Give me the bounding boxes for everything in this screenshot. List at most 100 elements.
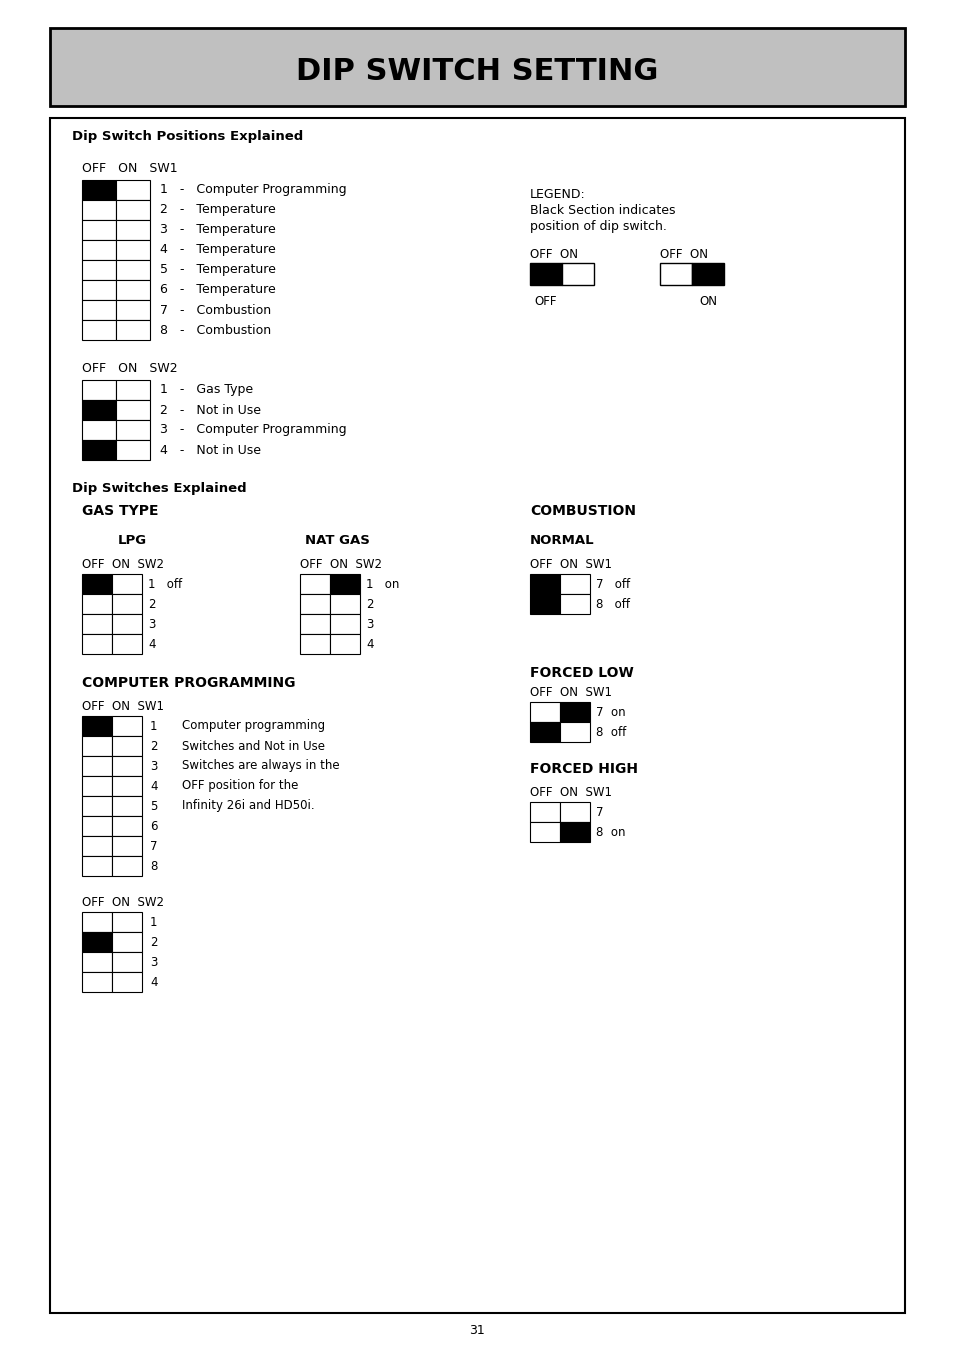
Bar (116, 200, 150, 220)
Text: 7   off: 7 off (596, 577, 630, 590)
Bar (112, 716, 142, 736)
Text: ON: ON (699, 295, 717, 308)
Text: COMBUSTION: COMBUSTION (530, 504, 636, 517)
Bar (82, 440, 116, 459)
Bar (112, 952, 142, 971)
Text: OFF  ON: OFF ON (530, 249, 578, 261)
Text: OFF  ON  SW1: OFF ON SW1 (82, 700, 164, 713)
Bar (82, 757, 112, 775)
Text: 1: 1 (150, 720, 157, 732)
Bar (82, 180, 116, 200)
Text: OFF   ON   SW1: OFF ON SW1 (82, 162, 177, 176)
Bar (116, 220, 150, 240)
Text: Dip Switch Positions Explained: Dip Switch Positions Explained (71, 130, 303, 143)
Text: FORCED LOW: FORCED LOW (530, 666, 633, 680)
Bar (330, 634, 359, 654)
Bar (82, 736, 112, 757)
Text: 31: 31 (469, 1324, 484, 1336)
Bar (112, 736, 142, 757)
Bar (116, 240, 150, 259)
Bar (50, 28, 904, 105)
Text: LPG: LPG (118, 534, 147, 547)
Text: 2: 2 (150, 739, 157, 753)
Bar (116, 280, 150, 300)
Bar (112, 775, 142, 796)
Text: 2   -   Temperature: 2 - Temperature (160, 204, 275, 216)
Bar (82, 836, 112, 857)
Text: 5: 5 (150, 800, 157, 812)
Text: OFF  ON  SW1: OFF ON SW1 (530, 686, 612, 698)
Bar (559, 721, 589, 742)
Text: OFF  ON  SW2: OFF ON SW2 (299, 558, 381, 571)
Text: 7  on: 7 on (596, 705, 625, 719)
Text: OFF  ON  SW2: OFF ON SW2 (82, 896, 164, 909)
Bar (82, 857, 112, 875)
Bar (82, 380, 116, 400)
Bar (112, 613, 142, 634)
Text: LEGEND:: LEGEND: (530, 188, 585, 201)
Text: 8  off: 8 off (596, 725, 625, 739)
Bar (112, 757, 142, 775)
Bar (659, 263, 691, 285)
Text: COMPUTER PROGRAMMING: COMPUTER PROGRAMMING (82, 676, 295, 690)
Bar (299, 574, 330, 594)
Text: 5   -   Temperature: 5 - Temperature (160, 263, 275, 277)
Text: Switches are always in the: Switches are always in the (182, 759, 339, 773)
Bar (82, 932, 112, 952)
Bar (112, 796, 142, 816)
Text: 4   -   Not in Use: 4 - Not in Use (160, 443, 261, 457)
Text: position of dip switch.: position of dip switch. (530, 220, 666, 232)
Text: 1   -   Computer Programming: 1 - Computer Programming (160, 184, 346, 196)
Text: 4   -   Temperature: 4 - Temperature (160, 243, 275, 257)
Bar (112, 912, 142, 932)
Bar (112, 816, 142, 836)
Text: 3   -   Temperature: 3 - Temperature (160, 223, 275, 236)
Bar (82, 240, 116, 259)
Text: 7: 7 (596, 805, 603, 819)
Text: OFF  ON: OFF ON (659, 249, 707, 261)
Text: 8  on: 8 on (596, 825, 625, 839)
Bar (82, 912, 112, 932)
Bar (112, 836, 142, 857)
Bar (330, 613, 359, 634)
Bar (82, 952, 112, 971)
Text: 2: 2 (148, 597, 155, 611)
Bar (112, 574, 142, 594)
Bar (559, 594, 589, 613)
Text: 3: 3 (148, 617, 155, 631)
Bar (112, 634, 142, 654)
Bar (82, 420, 116, 440)
Bar (82, 300, 116, 320)
Bar (330, 574, 359, 594)
Bar (530, 802, 559, 821)
Bar (82, 971, 112, 992)
Text: 8: 8 (150, 859, 157, 873)
Text: 6   -   Temperature: 6 - Temperature (160, 284, 275, 296)
Text: DIP SWITCH SETTING: DIP SWITCH SETTING (295, 58, 658, 86)
Bar (82, 320, 116, 340)
Text: Dip Switches Explained: Dip Switches Explained (71, 482, 247, 494)
Bar (82, 574, 112, 594)
Bar (530, 721, 559, 742)
Bar (112, 594, 142, 613)
Text: 2: 2 (150, 935, 157, 948)
Text: 4: 4 (150, 780, 157, 793)
Bar (116, 300, 150, 320)
Text: OFF  ON  SW1: OFF ON SW1 (530, 558, 612, 571)
Text: 1   off: 1 off (148, 577, 182, 590)
Bar (116, 259, 150, 280)
Bar (530, 594, 559, 613)
Text: Infinity 26i and HD50i.: Infinity 26i and HD50i. (182, 800, 314, 812)
Text: Switches and Not in Use: Switches and Not in Use (182, 739, 325, 753)
Text: OFF: OFF (535, 295, 557, 308)
Text: 3: 3 (150, 759, 157, 773)
Text: 8   -   Combustion: 8 - Combustion (160, 323, 271, 336)
Bar (530, 703, 559, 721)
Bar (82, 716, 112, 736)
Text: 4: 4 (150, 975, 157, 989)
Bar (82, 613, 112, 634)
Text: 1   on: 1 on (366, 577, 399, 590)
Text: Black Section indicates: Black Section indicates (530, 204, 675, 218)
Bar (530, 821, 559, 842)
Bar (116, 180, 150, 200)
